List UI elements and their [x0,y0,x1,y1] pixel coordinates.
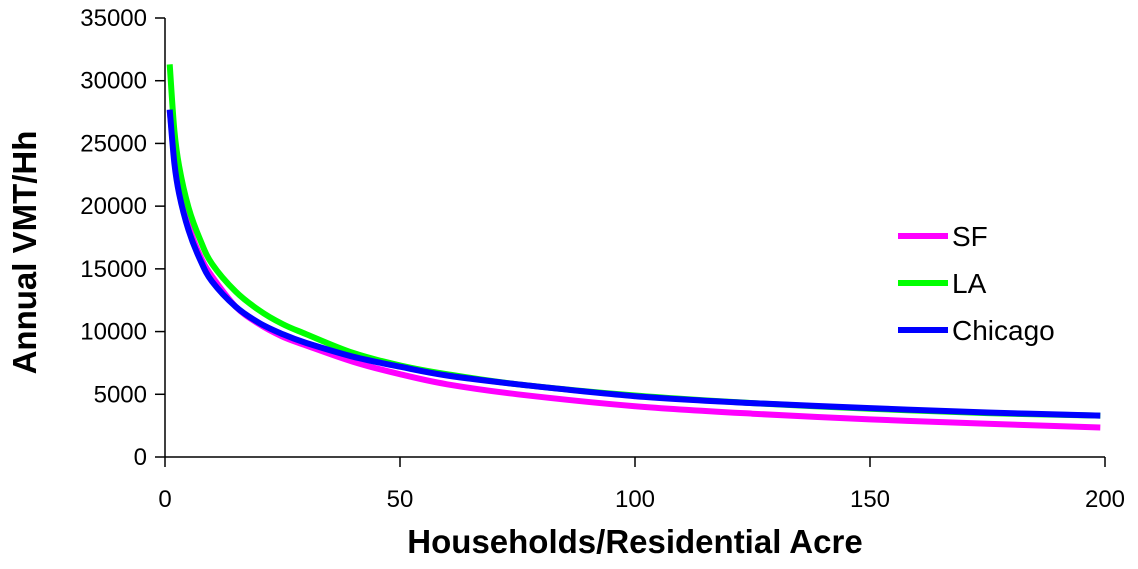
y-tick-label: 10000 [80,319,147,346]
y-tick-label: 35000 [80,5,147,32]
y-tick-label: 15000 [80,256,147,283]
x-tick-label: 150 [850,486,890,513]
y-tick-label: 0 [134,444,147,471]
y-axis-title: Annual VMT/Hh [6,131,43,375]
legend: SF LA Chicago [898,221,1055,346]
series-line-chicago [166,109,1101,419]
series-lines [166,64,1101,431]
legend-label-chicago: Chicago [952,315,1055,346]
legend-label-sf: SF [952,221,988,252]
x-tick-label: 200 [1085,486,1125,513]
y-tick-label: 30000 [80,68,147,95]
x-axis-title: Households/Residential Acre [407,523,862,560]
y-tick-label: 20000 [80,193,147,220]
legend-label-la: LA [952,268,987,299]
plot-area: 0 5000 10000 15000 20000 25000 30000 35000 0 50 1… [80,5,1125,513]
x-tick-label: 100 [615,486,655,513]
x-tick-label: 0 [158,486,171,513]
y-axis-ticks: 0 5000 10000 15000 20000 25000 30000 35000 [80,5,165,471]
x-tick-label: 50 [387,486,414,513]
y-tick-label: 5000 [94,381,147,408]
y-tick-label: 25000 [80,130,147,157]
x-axis-ticks: 0 50 100 150 200 [158,457,1125,513]
